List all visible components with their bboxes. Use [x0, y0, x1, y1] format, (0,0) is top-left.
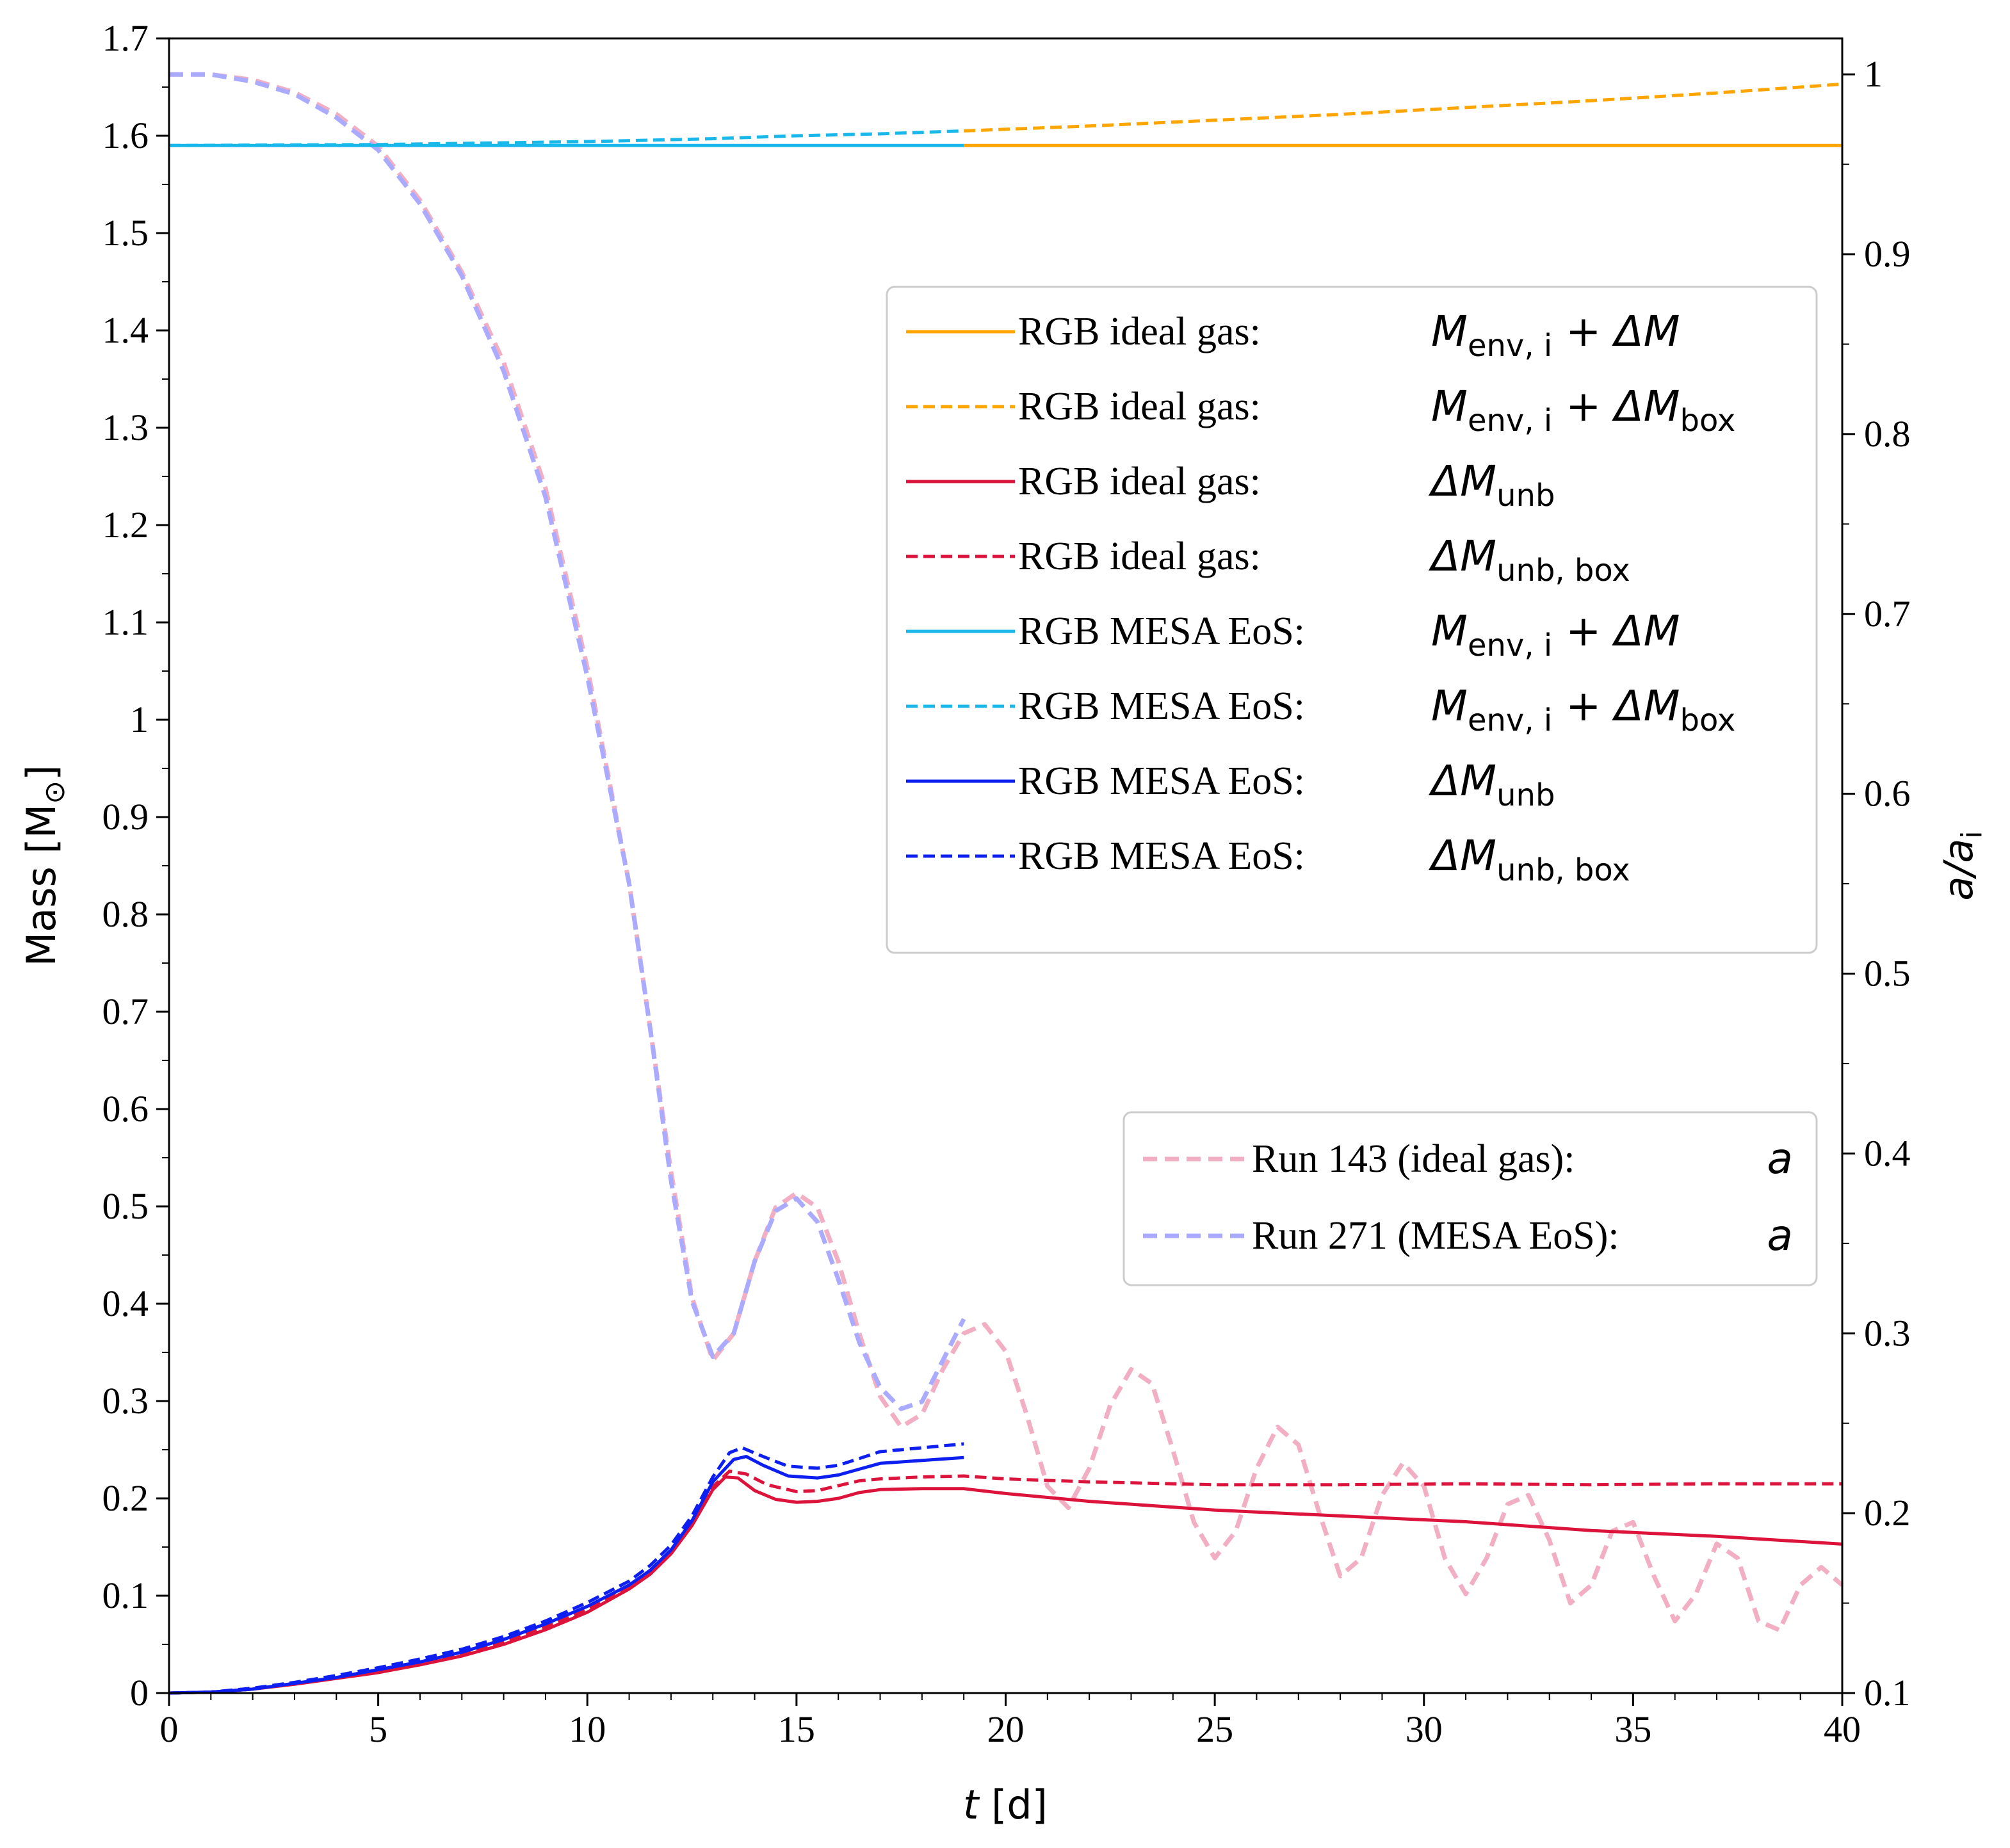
y-left-tick-label: 0.2	[102, 1477, 149, 1519]
labels-layer: 0 5 10 15 20 25 30 35 40 0 0.1 0.2 0.3 0.4 0.5 0.6 0.7 0.…	[102, 17, 1911, 1750]
legend-label: RGB MESA EoS:	[1018, 685, 1305, 728]
legend-math: a	[1767, 1211, 1793, 1260]
x-tick-label: 5	[369, 1708, 387, 1750]
x-tick-label: 30	[1406, 1708, 1443, 1750]
series-line-mesa-env-box	[168, 129, 964, 147]
y-left-tick-label: 1.3	[102, 407, 149, 448]
x-axis-title: t [d]	[963, 1781, 1048, 1828]
y-left-tick-label: 1.5	[102, 212, 149, 254]
x-tick-label: 10	[569, 1708, 606, 1750]
y-left-tick-label: 0	[130, 1672, 149, 1714]
legend-sep: Run 143 (ideal gas): a Run 271 (MESA EoS):…	[1123, 1111, 1818, 1286]
series-line-mesa-unb	[168, 1455, 964, 1695]
y-left-tick-label: 0.6	[102, 1088, 149, 1130]
legend-label: Run 271 (MESA EoS):	[1252, 1214, 1619, 1258]
legend-math: Menv, i + ΔMbox	[1431, 681, 1735, 738]
ticks-layer	[156, 37, 1855, 1706]
y-axis-left-title: Mass [M⊙]	[18, 765, 71, 967]
series-line-run271-a	[169, 72, 966, 1411]
x-tick-label: 0	[160, 1708, 179, 1750]
y-right-tick-label: 0.4	[1864, 1132, 1911, 1174]
series-line-ideal-unb	[168, 1475, 1843, 1695]
legend-label: RGB ideal gas:	[1018, 460, 1261, 503]
legend-main: RGB ideal gas: Menv, i + ΔM RGB ideal gas:…	[886, 286, 1818, 954]
legend-math: ΔMunb, box	[1428, 531, 1630, 588]
y-right-tick-label: 0.6	[1864, 773, 1911, 815]
x-tick-label: 15	[778, 1708, 815, 1750]
y-right-tick-label: 0.5	[1864, 953, 1911, 994]
y-left-tick-label: 0.8	[102, 893, 149, 935]
legend-label: RGB ideal gas:	[1018, 535, 1261, 578]
y-right-tick-label: 0.8	[1864, 413, 1911, 455]
y-left-tick-label: 1.1	[102, 601, 149, 643]
y-left-tick-label: 1.7	[102, 17, 149, 59]
x-tick-label: 35	[1614, 1708, 1651, 1750]
y-left-tick-label: 1.6	[102, 115, 149, 156]
y-left-tick-label: 1.4	[102, 309, 149, 351]
series-line-ideal-unb-box	[168, 1469, 1842, 1695]
y-left-tick-label: 1.2	[102, 504, 149, 546]
y-right-tick-label: 0.1	[1864, 1672, 1911, 1714]
series-line-ideal-env-box	[964, 82, 1843, 133]
legend-main-box	[886, 286, 1818, 954]
y-right-tick-label: 0.3	[1864, 1312, 1911, 1354]
legend-label: RGB MESA EoS:	[1018, 610, 1305, 653]
legend-math: Menv, i + ΔM	[1431, 307, 1680, 364]
y-right-tick-label: 0.7	[1864, 593, 1911, 635]
y-left-tick-label: 0.7	[102, 991, 149, 1032]
y-right-tick-label: 0.2	[1864, 1492, 1911, 1534]
legend-math: Menv, i + ΔMbox	[1431, 382, 1735, 439]
series-layer	[168, 72, 1844, 1695]
y-left-tick-label: 0.3	[102, 1380, 149, 1422]
legend-label: Run 143 (ideal gas):	[1252, 1137, 1575, 1181]
y-left-tick-label: 0.5	[102, 1185, 149, 1227]
y-right-tick-label: 0.9	[1864, 233, 1911, 275]
legend-sep-box	[1123, 1111, 1818, 1286]
legend-math: a	[1767, 1134, 1793, 1183]
y-left-tick-label: 0.9	[102, 796, 149, 838]
legend-math: Menv, i + ΔM	[1431, 606, 1680, 663]
x-tick-label: 40	[1824, 1708, 1861, 1750]
y-right-tick-label: 1	[1864, 53, 1883, 95]
series-line-mesa-unb-box	[168, 1442, 964, 1695]
legend-math: ΔMunb, box	[1428, 831, 1630, 888]
y-left-tick-label: 0.4	[102, 1283, 149, 1324]
y-left-tick-label: 0.1	[102, 1575, 149, 1616]
legend-math: ΔMunb	[1428, 457, 1555, 514]
legend-label: RGB MESA EoS:	[1018, 834, 1305, 878]
legend-label: RGB ideal gas:	[1018, 310, 1261, 353]
y-axis-right-title: a/ai	[1935, 831, 1988, 900]
series-line-run143-a	[169, 72, 1844, 1633]
x-tick-label: 20	[987, 1708, 1025, 1750]
x-tick-label: 25	[1196, 1708, 1233, 1750]
y-left-tick-label: 1	[130, 699, 149, 740]
legend-math: ΔMunb	[1428, 756, 1555, 813]
legend-label: RGB ideal gas:	[1018, 385, 1261, 428]
legend-label: RGB MESA EoS:	[1018, 759, 1305, 803]
